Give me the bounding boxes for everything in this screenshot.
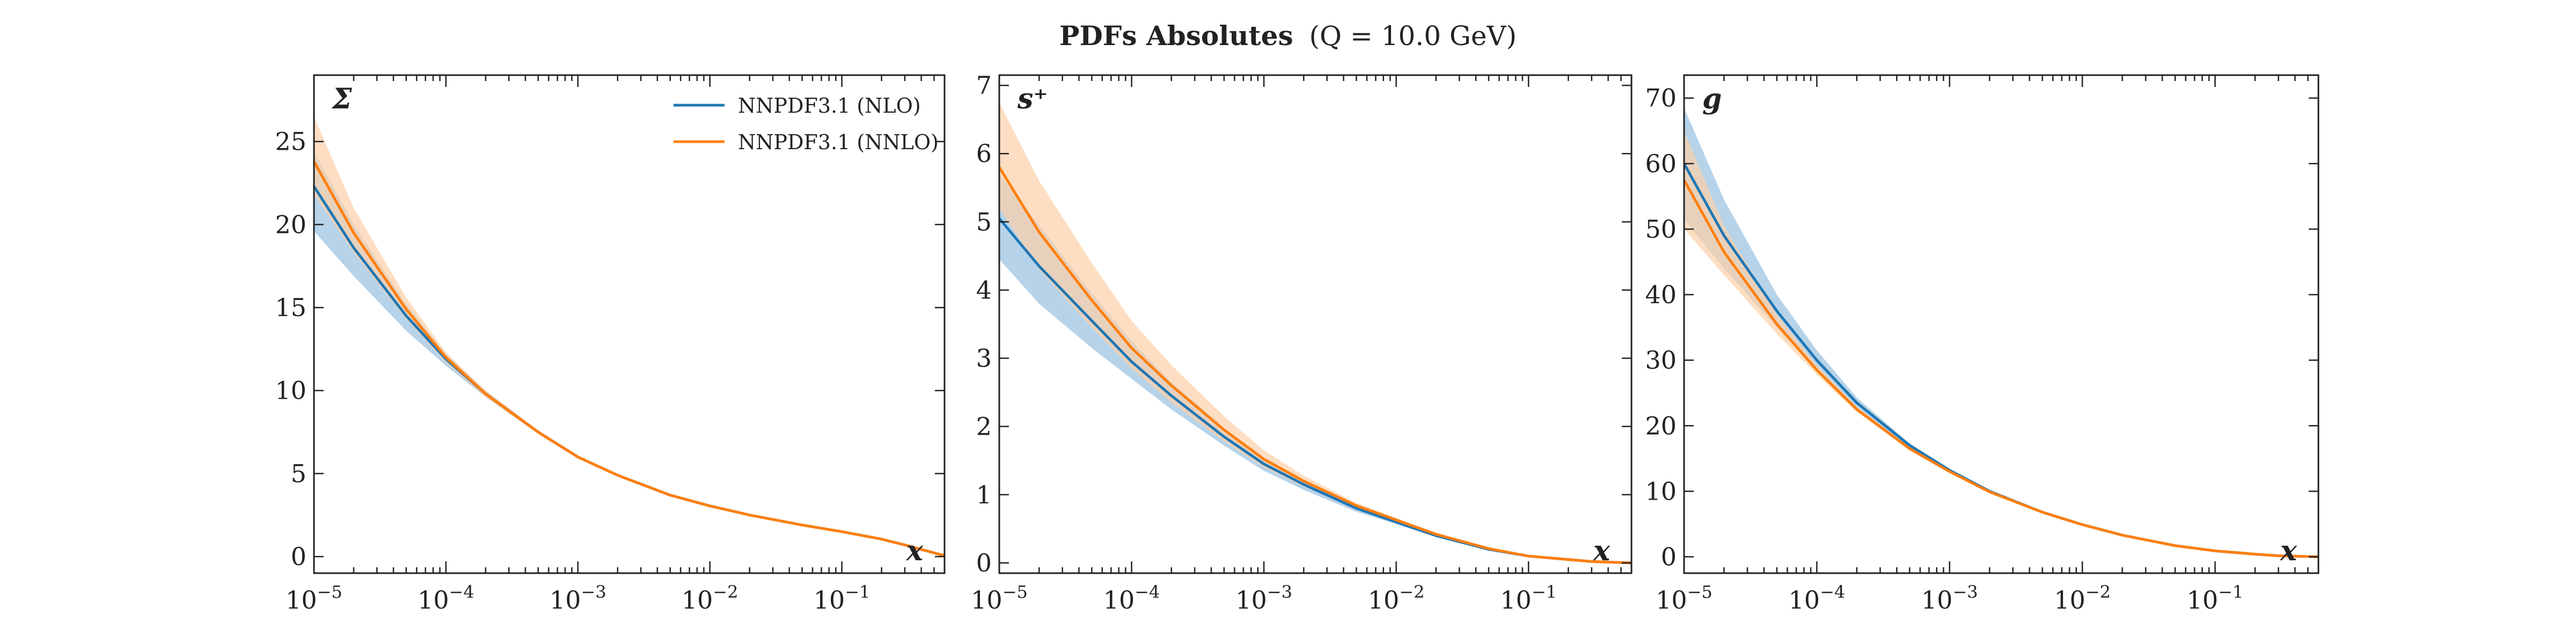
y-tick-label: 5	[291, 459, 306, 488]
y-tick-label: 20	[1645, 411, 1677, 440]
series-line-nnlo	[999, 166, 1631, 565]
y-tick-label: 20	[275, 210, 306, 239]
y-tick-label: 0	[291, 542, 306, 571]
x-tick-label: 10−1	[1500, 582, 1557, 614]
band-nnlo	[1684, 130, 2318, 557]
x-tick-base: 10	[2187, 586, 2219, 614]
axes-frame	[1683, 74, 2319, 574]
x-tick-base: 10	[682, 586, 713, 614]
figure-title-bold: PDFs Absolutes	[1059, 20, 1293, 52]
x-tick-base: 10	[1789, 586, 1820, 614]
x-tick-base: 10	[1368, 586, 1400, 614]
y-tick-label: 10	[275, 376, 306, 405]
x-tick-label: 10−1	[2187, 582, 2244, 614]
x-tick-exponent: −4	[1135, 582, 1160, 602]
plot-area	[314, 116, 945, 557]
x-tick-label: 10−4	[1789, 582, 1846, 614]
x-tick-exponent: −2	[713, 582, 738, 602]
band-nlo	[999, 174, 1631, 563]
y-tick-label: 3	[976, 344, 992, 373]
x-tick-base: 10	[814, 586, 845, 614]
legend-label-nnlo: NNPDF3.1 (NNLO)	[738, 130, 939, 154]
x-tick-label: 10−4	[418, 582, 474, 614]
x-tick-exponent: −2	[2085, 582, 2111, 602]
legend: NNPDF3.1 (NLO) NNPDF3.1 (NNLO)	[674, 94, 939, 154]
axes-frame	[313, 74, 946, 574]
band-nnlo	[314, 116, 945, 557]
x-tick-exponent: −1	[2218, 582, 2243, 602]
band-nlo	[314, 151, 945, 557]
y-tick-label: 4	[976, 275, 992, 304]
plot-area	[999, 102, 1631, 565]
y-tick-label: 7	[976, 71, 992, 100]
x-tick-exponent: −4	[1820, 582, 1845, 602]
plot-area	[1684, 108, 2318, 558]
y-tick-label: 15	[275, 293, 306, 322]
y-tick-label: 25	[275, 127, 306, 156]
x-tick-base: 10	[286, 586, 317, 614]
y-tick-label: 6	[976, 139, 992, 168]
x-tick-label: 10−2	[1368, 582, 1425, 614]
series-line-nnlo	[314, 160, 945, 557]
x-axis-label: x	[1593, 535, 1611, 567]
y-tick-label: 50	[1645, 215, 1677, 244]
panel-label: Σ	[331, 83, 352, 115]
x-tick-exponent: −4	[449, 582, 474, 602]
x-tick-label: 10−3	[550, 582, 606, 614]
x-tick-base: 10	[550, 586, 581, 614]
x-tick-exponent: −5	[1002, 582, 1028, 602]
panel-label: s⁺	[1017, 83, 1048, 115]
x-tick-label: 10−2	[2054, 582, 2111, 614]
x-tick-exponent: −2	[1399, 582, 1424, 602]
x-tick-base: 10	[418, 586, 449, 614]
x-tick-label: 10−3	[1235, 582, 1292, 614]
y-tick-label: 10	[1645, 477, 1677, 506]
x-tick-base: 10	[1500, 586, 1532, 614]
x-tick-label: 10−2	[682, 582, 738, 614]
axes-frame	[998, 74, 1633, 574]
x-tick-base: 10	[1656, 586, 1687, 614]
y-tick-label: 30	[1645, 346, 1677, 375]
x-tick-base: 10	[1921, 586, 1953, 614]
x-tick-exponent: −1	[845, 582, 870, 602]
x-tick-base: 10	[971, 586, 1002, 614]
figure-title: PDFs Absolutes (Q = 10.0 GeV)	[1059, 20, 1517, 52]
x-axis-label: x	[2280, 535, 2297, 567]
legend-label-nlo: NNPDF3.1 (NLO)	[738, 94, 921, 118]
series-line-nnlo	[1684, 179, 2318, 558]
y-tick-label: 60	[1645, 149, 1677, 178]
x-tick-exponent: −5	[1687, 582, 1713, 602]
y-tick-label: 2	[976, 412, 992, 441]
x-tick-label: 10−5	[1656, 582, 1713, 614]
x-tick-label: 10−4	[1103, 582, 1160, 614]
x-tick-label: 10−5	[971, 582, 1028, 614]
x-tick-base: 10	[1235, 586, 1267, 614]
y-tick-label: 0	[1661, 542, 1677, 571]
figure-title-rest: (Q = 10.0 GeV)	[1309, 20, 1517, 52]
x-tick-base: 10	[1103, 586, 1135, 614]
x-tick-label: 10−5	[286, 582, 342, 614]
y-tick-label: 1	[976, 480, 992, 509]
x-tick-label: 10−1	[814, 582, 870, 614]
x-axis-label: x	[906, 535, 924, 567]
band-nnlo	[999, 102, 1631, 563]
series-line-nlo	[314, 185, 945, 557]
x-tick-label: 10−3	[1921, 582, 1978, 614]
y-tick-label: 0	[976, 548, 992, 577]
y-tick-label: 70	[1645, 84, 1677, 113]
x-tick-base: 10	[2054, 586, 2085, 614]
x-tick-exponent: −3	[1952, 582, 1978, 602]
y-tick-label: 5	[976, 207, 992, 236]
x-tick-exponent: −3	[581, 582, 606, 602]
x-tick-exponent: −1	[1532, 582, 1557, 602]
x-tick-exponent: −3	[1267, 582, 1292, 602]
y-tick-label: 40	[1645, 280, 1677, 309]
x-tick-exponent: −5	[317, 582, 342, 602]
panel-label: g	[1702, 83, 1722, 115]
